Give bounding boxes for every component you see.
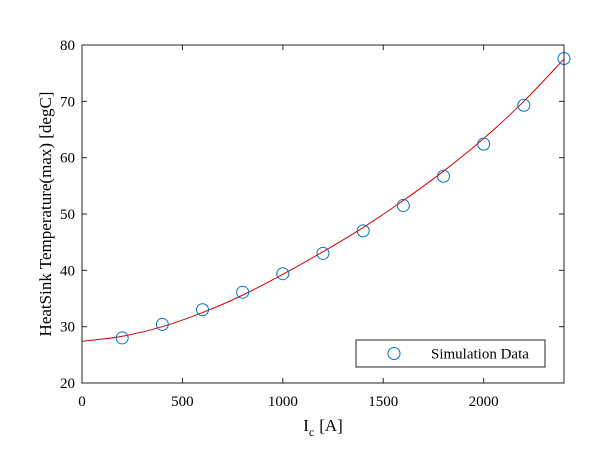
y-tick-label: 40 xyxy=(60,263,75,279)
data-point xyxy=(196,303,209,317)
y-tick-label: 20 xyxy=(60,376,75,392)
legend-marker xyxy=(387,347,401,360)
y-tick-label: 30 xyxy=(60,320,75,336)
x-tick-label: 500 xyxy=(171,394,194,410)
data-point xyxy=(517,98,531,112)
x-tick-label: 0 xyxy=(78,394,86,410)
data-point xyxy=(396,199,410,213)
plot-area xyxy=(82,45,564,383)
data-point xyxy=(115,331,129,345)
data-point xyxy=(477,137,491,151)
x-axis-unit: [A] xyxy=(319,416,343,435)
y-tick-label: 70 xyxy=(60,94,75,110)
data-point xyxy=(356,224,370,238)
legend-label: Simulation Data xyxy=(431,347,529,363)
x-tick-label: 2000 xyxy=(469,394,499,410)
data-point xyxy=(236,285,250,299)
data-point xyxy=(316,246,330,260)
x-axis-subscript: c xyxy=(309,425,314,439)
x-axis-label: Ic [A] xyxy=(303,416,343,439)
y-axis-label: HeatSink Temperature(max) [degC] xyxy=(36,92,55,337)
legend: Simulation Data xyxy=(355,339,546,368)
x-tick-label: 1500 xyxy=(368,394,398,410)
data-point xyxy=(155,317,169,331)
y-tick-label: 50 xyxy=(60,207,75,223)
data-point xyxy=(437,169,450,183)
x-axis-symbol: I xyxy=(303,416,309,435)
data-point xyxy=(276,267,290,281)
y-tick-label: 60 xyxy=(60,151,75,167)
x-tick-label: 1000 xyxy=(268,394,298,410)
y-tick-label: 80 xyxy=(60,38,75,54)
ticks-layer: 0 500 1000 1500 2000 20 30 40 50 60 70 80 xyxy=(60,38,564,410)
